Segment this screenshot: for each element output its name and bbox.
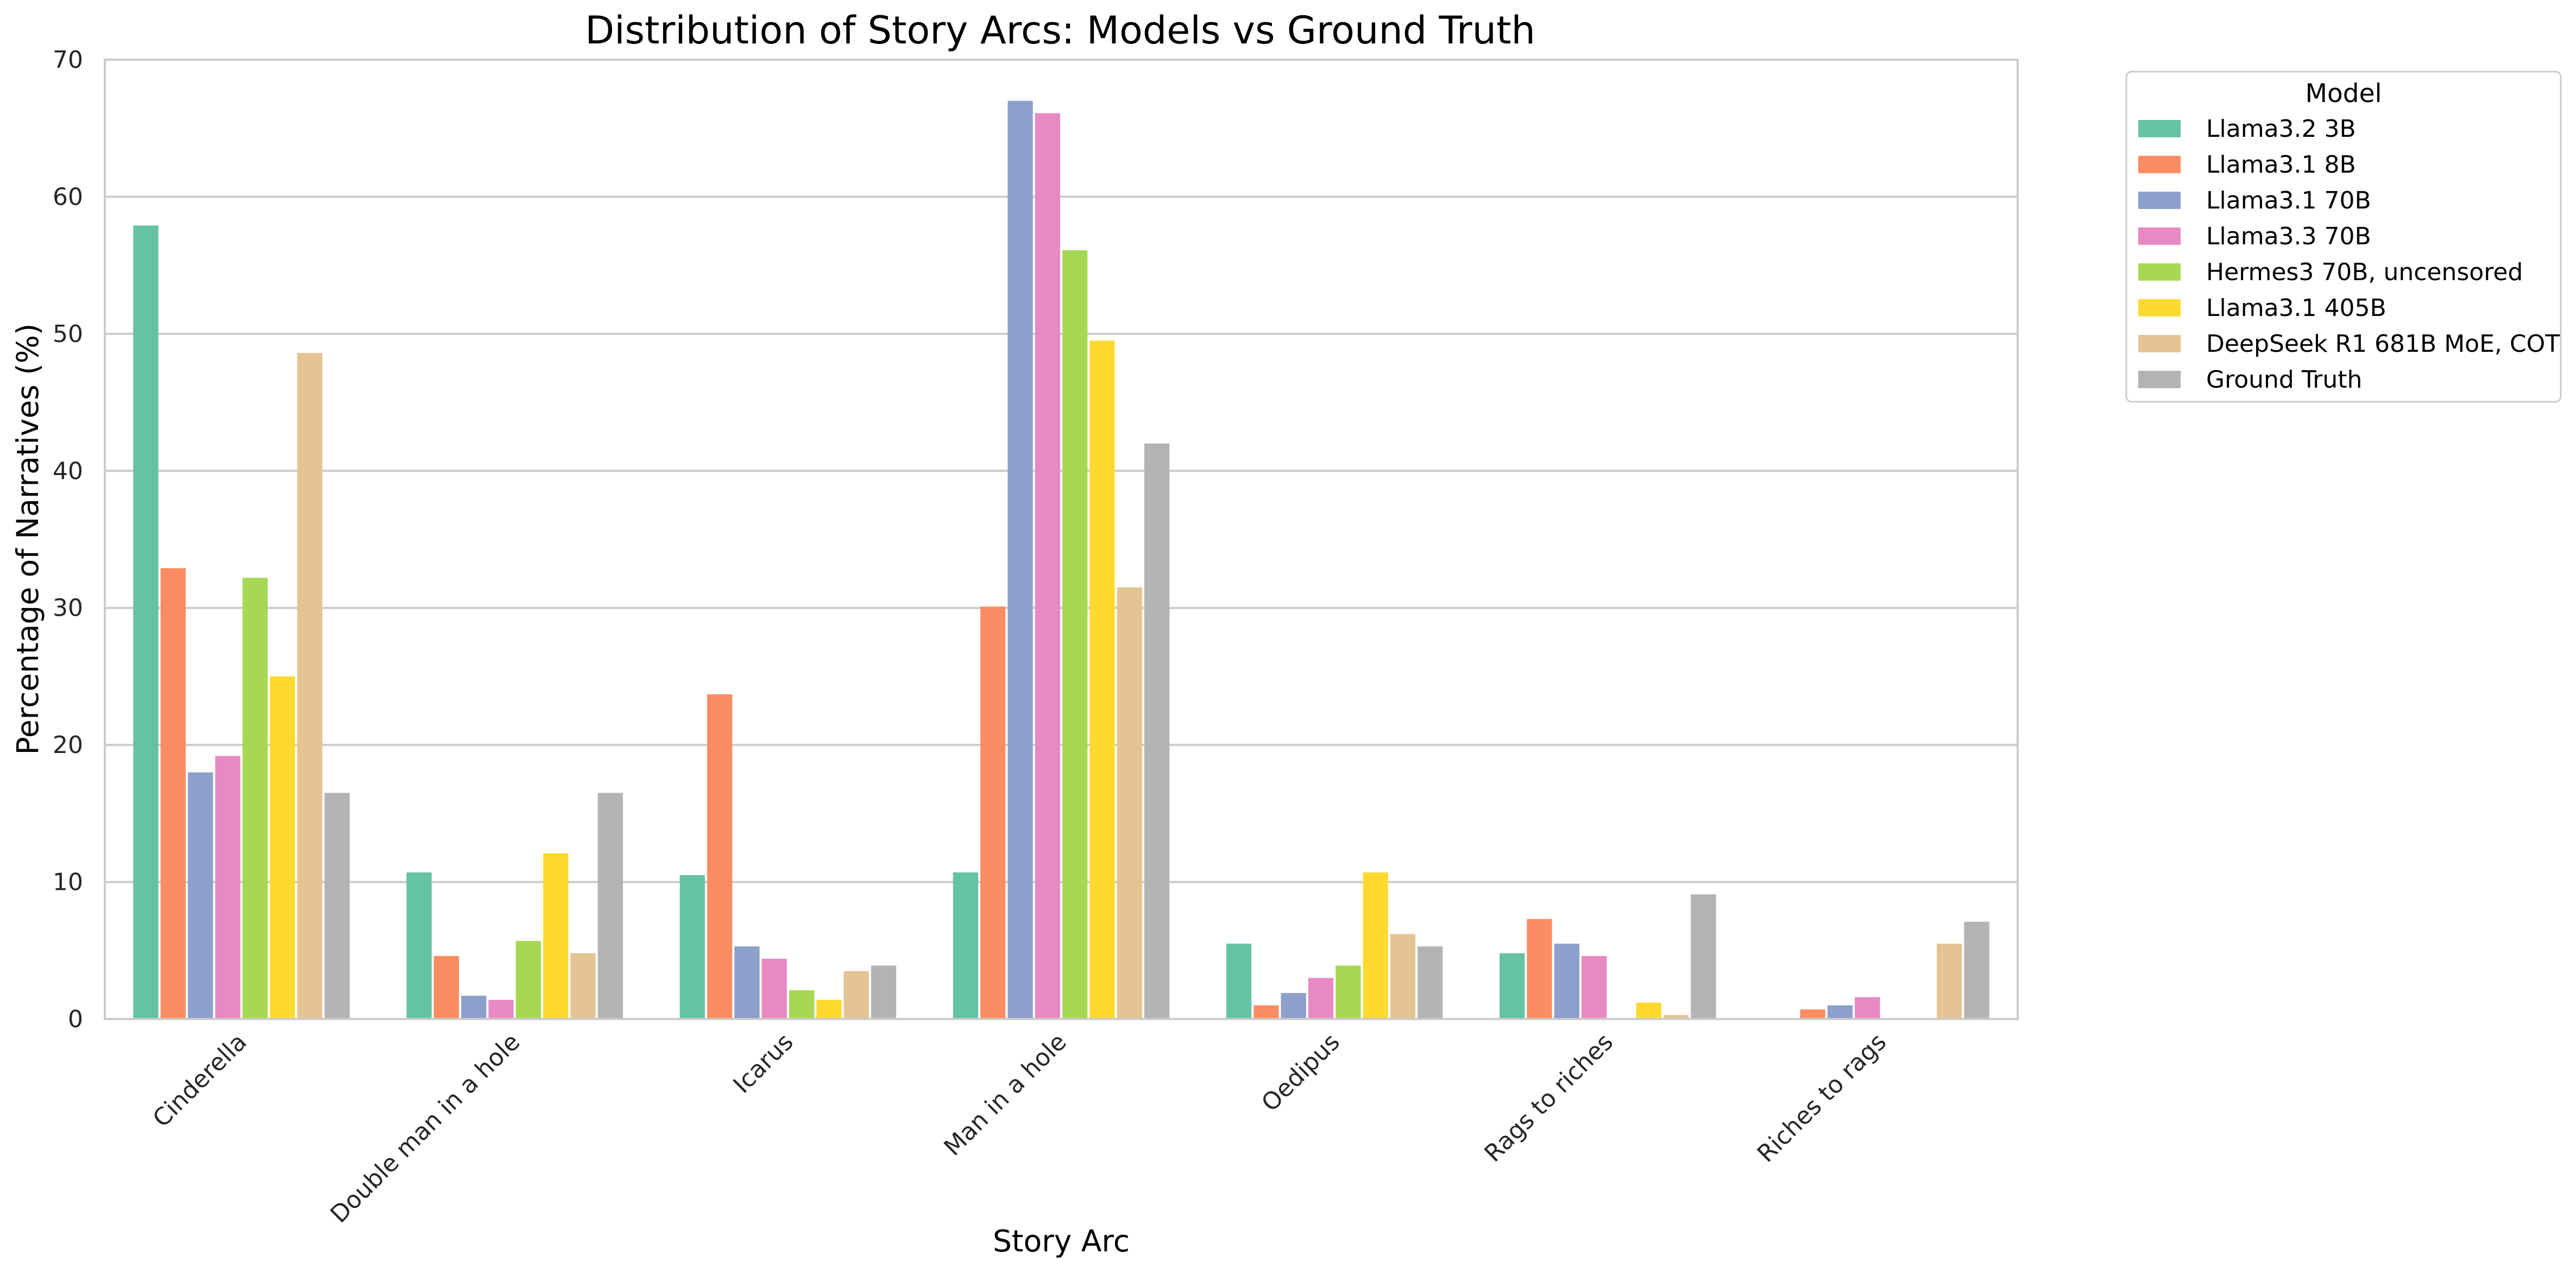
bar <box>1636 1002 1661 1019</box>
chart-title: Distribution of Story Arcs: Models vs Gr… <box>585 8 1535 53</box>
legend-label: Llama3.1 8B <box>2206 151 2356 179</box>
bar <box>160 568 186 1019</box>
bar <box>1827 1005 1853 1019</box>
bar <box>461 996 487 1019</box>
bar <box>1855 997 1880 1019</box>
y-tick-label: 0 <box>68 1005 83 1033</box>
bar <box>734 946 760 1019</box>
bar <box>1308 978 1334 1019</box>
legend-label: Ground Truth <box>2206 366 2362 394</box>
y-tick-labels: 0 10 20 30 40 50 60 70 <box>53 46 83 1033</box>
x-tick-label: Riches to rags <box>1752 1028 1892 1168</box>
bar <box>515 941 541 1019</box>
legend-frame <box>2125 71 2562 403</box>
legend-label: Llama3.1 70B <box>2206 187 2371 214</box>
y-tick-label: 50 <box>53 320 83 348</box>
bar <box>187 772 213 1019</box>
bar <box>1144 443 1170 1019</box>
grid <box>105 59 2018 1020</box>
legend-items: Llama3.2 3B Llama3.1 8B Llama3.1 70B Llama3… <box>2138 115 2560 394</box>
legend-swatch <box>2138 335 2181 352</box>
bar <box>843 971 869 1019</box>
bar <box>1089 340 1115 1020</box>
bars <box>133 100 1989 1020</box>
bar <box>1581 956 1607 1019</box>
legend-swatch <box>2138 227 2181 245</box>
bar <box>242 578 268 1019</box>
bar <box>953 872 979 1019</box>
bar <box>406 872 432 1019</box>
bar <box>1062 250 1088 1019</box>
bar <box>133 225 159 1019</box>
bar <box>324 793 350 1019</box>
bar <box>761 958 787 1019</box>
bar <box>1007 100 1033 1020</box>
x-axis-label: Story Arc <box>993 1224 1130 1258</box>
y-tick-label: 30 <box>53 594 83 622</box>
legend-label: DeepSeek R1 681B MoE, COT <box>2206 330 2560 358</box>
bar <box>1035 113 1060 1019</box>
bar <box>488 999 514 1019</box>
bar <box>1226 944 1252 1019</box>
bar <box>433 956 459 1019</box>
legend-title: Model <box>2305 79 2382 109</box>
y-tick-label: 40 <box>53 457 83 485</box>
bar <box>1363 872 1388 1019</box>
bar <box>269 676 295 1019</box>
y-tick-label: 60 <box>53 183 83 211</box>
bar <box>215 756 241 1019</box>
bar <box>543 853 569 1019</box>
y-tick-label: 10 <box>53 869 83 896</box>
bar <box>570 953 596 1019</box>
legend: Model Llama3.2 3B Llama3.1 8B Llama3.1 70B… <box>2125 71 2562 403</box>
bar <box>871 965 897 1019</box>
bar <box>597 793 623 1019</box>
bar <box>297 353 323 1019</box>
plot-frame <box>104 59 2019 1020</box>
bar <box>1554 944 1579 1019</box>
x-tick-labels: Cinderella Double man in a hole Icarus Man … <box>148 1028 1892 1229</box>
bar <box>816 999 842 1019</box>
legend-swatch <box>2138 156 2181 173</box>
bar <box>1663 1015 1689 1019</box>
legend-swatch <box>2138 120 2181 137</box>
legend-label: Llama3.3 70B <box>2206 223 2371 250</box>
x-tick-label: Double man in a hole <box>325 1028 526 1229</box>
legend-label: Hermes3 70B, uncensored <box>2206 258 2523 286</box>
bar <box>1527 919 1552 1019</box>
x-tick-label: Rags to riches <box>1479 1028 1618 1168</box>
legend-label: Llama3.1 405B <box>2206 294 2386 322</box>
legend-swatch <box>2138 192 2181 209</box>
bar <box>1390 934 1416 1019</box>
bar <box>1691 894 1716 1019</box>
y-tick-label: 20 <box>53 731 83 759</box>
bar <box>789 990 815 1019</box>
legend-swatch <box>2138 299 2181 317</box>
bar <box>1117 587 1142 1019</box>
x-tick-label: Man in a hole <box>939 1028 1072 1161</box>
bar <box>1254 1005 1279 1019</box>
bar <box>1336 965 1361 1019</box>
bar <box>1800 1009 1825 1019</box>
bar <box>707 694 733 1019</box>
bar <box>1281 993 1306 1019</box>
x-tick-label: Icarus <box>728 1028 799 1099</box>
legend-label: Llama3.2 3B <box>2206 115 2356 143</box>
bar <box>1500 953 1525 1019</box>
x-tick-label: Cinderella <box>148 1028 253 1133</box>
bar <box>1937 944 1962 1019</box>
bar <box>1418 946 1443 1019</box>
bar <box>980 606 1006 1019</box>
legend-swatch <box>2138 371 2181 388</box>
legend-swatch <box>2138 263 2181 281</box>
y-axis-label: Percentage of Narratives (%) <box>10 324 45 755</box>
x-tick-label: Oedipus <box>1256 1028 1345 1117</box>
bar <box>1964 921 1989 1019</box>
bar <box>679 875 705 1019</box>
y-tick-label: 70 <box>53 46 83 74</box>
